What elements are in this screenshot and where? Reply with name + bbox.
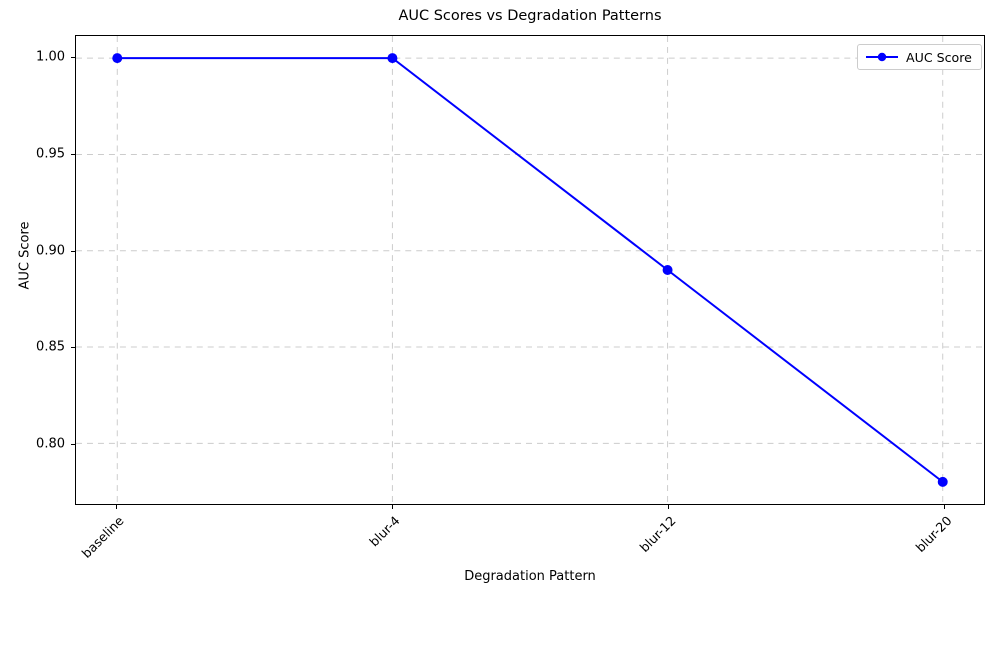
y-tick-label: 0.80 [36, 436, 65, 452]
plot-area [75, 35, 985, 505]
y-tick-mark [71, 57, 75, 59]
legend-marker-icon [866, 52, 898, 62]
x-tick-label-blur-20: blur-20 [912, 513, 955, 556]
y-tick-mark [71, 153, 75, 155]
chart-figure: AUC Scores vs Degradation Patterns AUC S… [17, 8, 985, 584]
y-tick-mark [71, 347, 75, 349]
legend-label-auc-score: AUC Score [906, 49, 972, 65]
x-tick-mark [116, 505, 118, 509]
y-tick-mark [71, 444, 75, 446]
series-line [117, 57, 944, 483]
x-tick-mark [943, 505, 945, 509]
y-tick-mark [71, 250, 75, 252]
data-series-auc-score [112, 53, 948, 487]
x-tick-label-blur-12: blur-12 [636, 513, 679, 556]
x-axis-label: Degradation Pattern [464, 569, 596, 584]
x-tick-label-blur-4: blur-4 [366, 513, 403, 550]
x-tick-mark [392, 505, 394, 509]
y-tick-label: 0.95 [36, 146, 65, 162]
y-tick-label: 0.90 [36, 243, 65, 259]
data-point-marker [112, 53, 123, 64]
chart-title: AUC Scores vs Degradation Patterns [398, 8, 662, 24]
data-point-marker [662, 265, 673, 275]
x-tick-label-baseline: baseline [79, 513, 127, 561]
y-tick-label: 0.85 [36, 339, 65, 355]
data-point-marker [387, 53, 398, 64]
legend[interactable]: AUC Score [857, 44, 982, 70]
y-tick-label: 1.00 [36, 49, 65, 65]
x-tick-mark [667, 505, 669, 509]
data-point-marker [937, 476, 948, 487]
